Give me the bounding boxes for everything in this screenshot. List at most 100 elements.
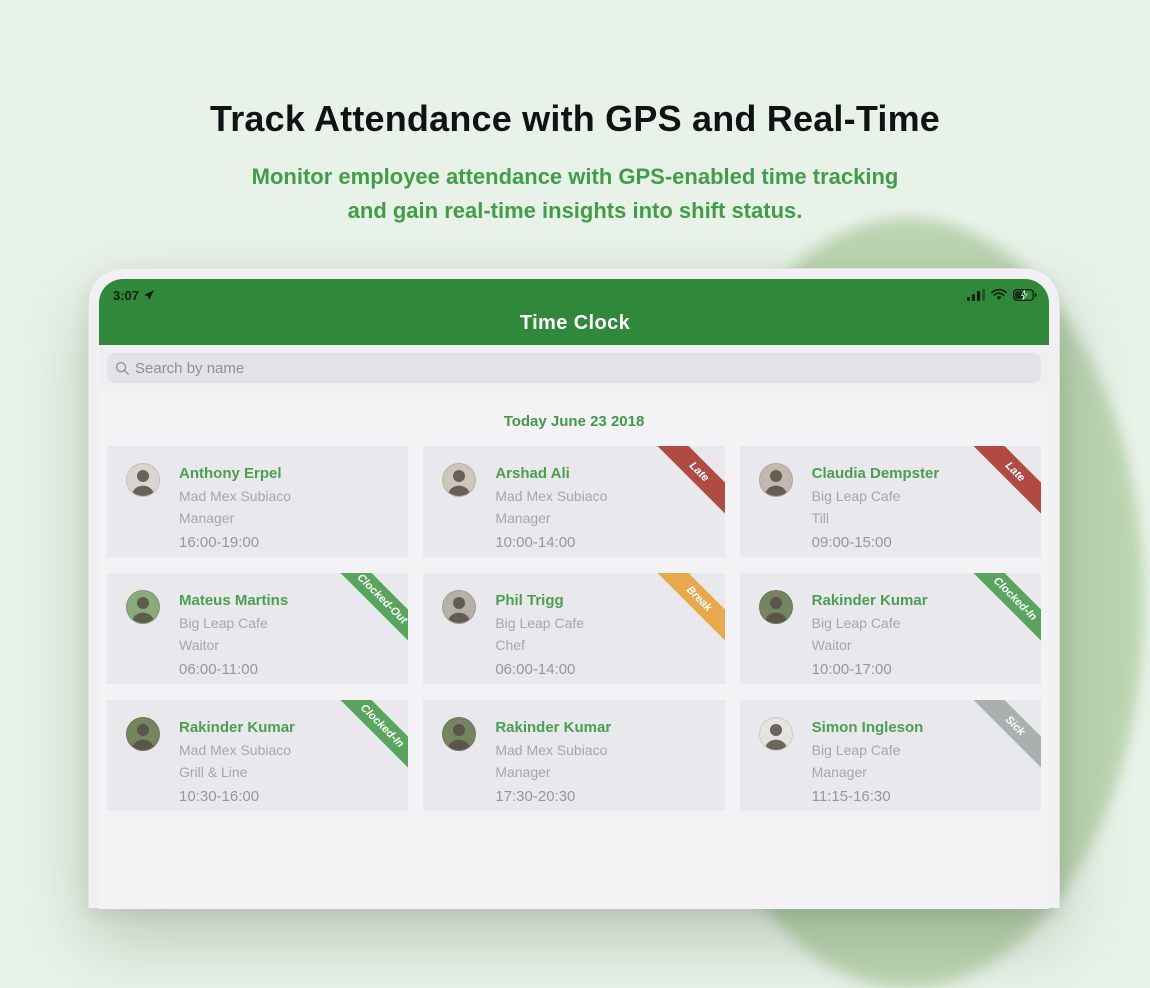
avatar	[442, 590, 477, 624]
search-bar[interactable]	[107, 353, 1041, 383]
wifi-icon	[991, 289, 1007, 300]
employee-company: Big Leap Cafe	[495, 615, 585, 631]
page-title: Track Attendance with GPS and Real-Time	[210, 98, 940, 139]
employee-grid: Anthony Erpel Mad Mex Subiaco Manager 16…	[99, 446, 1049, 811]
person-photo-icon	[448, 724, 471, 750]
status-ribbon-holder: Late	[961, 446, 1041, 526]
status-time: 3:07	[113, 287, 140, 303]
employee-info: Claudia Dempster Big Leap Cafe Till 09:0…	[812, 463, 940, 554]
avatar	[758, 463, 793, 497]
employee-info: Rakinder Kumar Big Leap Cafe Waitor 10:0…	[812, 590, 928, 681]
employee-info: Phil Trigg Big Leap Cafe Chef 06:00-14:0…	[495, 590, 584, 681]
status-ribbon: Late	[644, 446, 725, 526]
person-photo-icon	[131, 597, 155, 623]
search-input[interactable]	[135, 359, 969, 377]
employee-shift: 06:00-11:00	[179, 661, 258, 678]
avatar	[758, 590, 793, 624]
status-bar: 3:07	[113, 284, 1037, 306]
employee-card[interactable]: Rakinder Kumar Mad Mex Subiaco Grill & L…	[107, 700, 409, 811]
avatar	[442, 463, 477, 497]
employee-role: Waitor	[179, 637, 219, 653]
employee-role: Waitor	[811, 637, 852, 653]
status-ribbon-holder: Clocked-In	[961, 573, 1041, 653]
status-ribbon-holder: Sick	[961, 700, 1041, 780]
avatar	[126, 463, 160, 497]
employee-shift: 16:00-19:00	[179, 534, 260, 551]
person-photo-icon	[764, 470, 787, 496]
employee-company: Big Leap Cafe	[811, 615, 901, 631]
employee-role: Manager	[495, 764, 551, 780]
employee-name: Arshad Ali	[495, 465, 570, 482]
person-photo-icon	[448, 597, 471, 623]
employee-card[interactable]: Rakinder Kumar Mad Mex Subiaco Manager 1…	[423, 700, 725, 811]
date-heading: Today June 23 2018	[503, 413, 645, 430]
content-area: Today June 23 2018 Anthony Erpel Mad Mex…	[99, 391, 1049, 811]
employee-shift: 10:30-16:00	[179, 788, 260, 805]
status-ribbon: Late	[961, 446, 1041, 526]
employee-card[interactable]: Mateus Martins Big Leap Cafe Waitor 06:0…	[107, 573, 409, 684]
employee-company: Big Leap Cafe	[811, 742, 901, 758]
avatar	[126, 590, 160, 624]
employee-info: Rakinder Kumar Mad Mex Subiaco Grill & L…	[179, 717, 295, 808]
app-header: 3:07	[99, 279, 1049, 345]
employee-info: Arshad Ali Mad Mex Subiaco Manager 10:00…	[495, 463, 607, 554]
employee-name: Rakinder Kumar	[811, 592, 928, 609]
search-icon	[115, 361, 129, 375]
status-ribbon: Clocked-In	[961, 573, 1041, 653]
employee-name: Rakinder Kumar	[179, 719, 295, 736]
app-title: Time Clock	[519, 312, 631, 334]
status-ribbon-holder: Late	[644, 446, 725, 526]
employee-role: Manager	[179, 510, 235, 526]
cellular-signal-icon	[967, 289, 985, 301]
employee-role: Till	[811, 510, 830, 526]
employee-role: Grill & Line	[179, 764, 248, 780]
employee-name: Claudia Dempster	[811, 465, 940, 482]
status-ribbon-holder: Clocked-Out	[328, 573, 409, 653]
page-subtitle-line1: Monitor employee attendance with GPS-ena…	[251, 164, 899, 189]
employee-name: Rakinder Kumar	[495, 719, 612, 736]
employee-card[interactable]: Claudia Dempster Big Leap Cafe Till 09:0…	[739, 446, 1041, 557]
battery-charging-icon	[1013, 289, 1037, 301]
employee-company: Big Leap Cafe	[179, 615, 268, 631]
employee-name: Mateus Martins	[179, 592, 289, 609]
employee-company: Mad Mex Subiaco	[179, 488, 292, 504]
person-photo-icon	[448, 470, 471, 496]
person-photo-icon	[131, 724, 155, 750]
avatar	[126, 717, 160, 751]
status-ribbon-holder: Clocked-In	[328, 700, 409, 780]
employee-info: Simon Ingleson Big Leap Cafe Manager 11:…	[812, 717, 924, 808]
status-ribbon: Clocked-Out	[328, 573, 409, 653]
search-strip	[99, 345, 1049, 391]
employee-name: Simon Ingleson	[811, 719, 924, 736]
employee-company: Big Leap Cafe	[811, 488, 901, 504]
status-ribbon-holder: Break	[644, 573, 725, 653]
hero-section: Track Attendance with GPS and Real-Time …	[0, 98, 1150, 228]
employee-shift: 11:15-16:30	[811, 788, 891, 805]
app-screen: 3:07	[99, 279, 1049, 909]
employee-card[interactable]: Phil Trigg Big Leap Cafe Chef 06:00-14:0…	[423, 573, 725, 684]
employee-role: Chef	[495, 637, 525, 653]
location-arrow-icon	[144, 290, 155, 301]
status-ribbon: Clocked-In	[328, 700, 409, 780]
person-photo-icon	[764, 724, 787, 750]
status-ribbon: Sick	[961, 700, 1041, 780]
employee-company: Mad Mex Subiaco	[495, 742, 608, 758]
tablet-mockup: 3:07	[88, 268, 1060, 909]
employee-name: Anthony Erpel	[179, 465, 282, 482]
employee-card[interactable]: Rakinder Kumar Big Leap Cafe Waitor 10:0…	[739, 573, 1041, 684]
employee-card[interactable]: Simon Ingleson Big Leap Cafe Manager 11:…	[739, 700, 1041, 811]
status-ribbon: Break	[644, 573, 725, 653]
employee-role: Manager	[495, 510, 551, 526]
avatar	[758, 717, 793, 751]
person-photo-icon	[131, 470, 155, 496]
employee-card[interactable]: Anthony Erpel Mad Mex Subiaco Manager 16…	[107, 446, 409, 557]
employee-shift: 17:30-20:30	[495, 788, 576, 805]
page-subtitle-line2: and gain real-time insights into shift s…	[347, 198, 803, 223]
employee-card[interactable]: Arshad Ali Mad Mex Subiaco Manager 10:00…	[423, 446, 725, 557]
employee-info: Rakinder Kumar Mad Mex Subiaco Manager 1…	[495, 717, 611, 808]
employee-info: Anthony Erpel Mad Mex Subiaco Manager 16…	[179, 463, 291, 554]
employee-company: Mad Mex Subiaco	[495, 488, 608, 504]
employee-company: Mad Mex Subiaco	[179, 742, 292, 758]
person-photo-icon	[764, 597, 787, 623]
avatar	[442, 717, 477, 751]
